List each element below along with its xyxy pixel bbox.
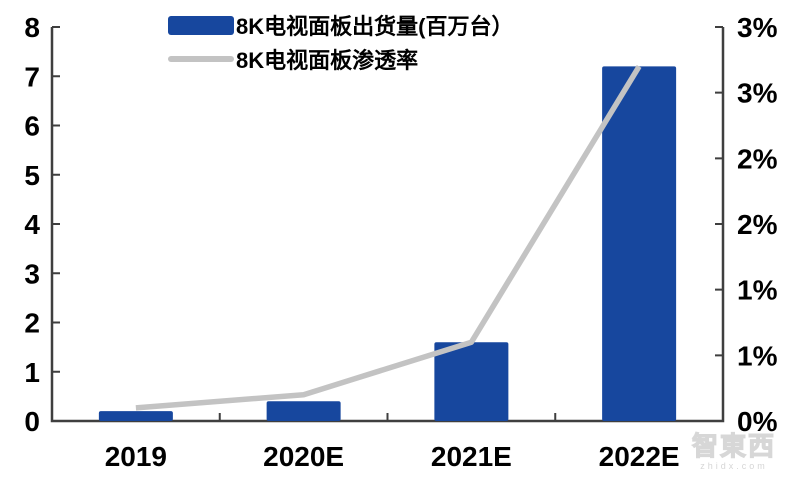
- legend-bar-swatch: [168, 15, 234, 35]
- bar-2019: [98, 411, 173, 421]
- legend-line-swatch: [168, 56, 234, 62]
- left-axis-label: 4: [24, 209, 40, 240]
- left-axis-label: 3: [24, 258, 40, 289]
- x-axis-label: 2020E: [263, 441, 344, 472]
- left-axis-label: 1: [24, 357, 40, 388]
- axis-ticks: [52, 26, 723, 421]
- x-axis-label: 2021E: [431, 441, 512, 472]
- right-axis-label: 3%: [737, 78, 778, 109]
- right-axis-label: 1%: [737, 275, 778, 306]
- right-axis-label: 2%: [737, 209, 778, 240]
- left-axis-label: 8: [24, 12, 40, 43]
- right-axis-label: 3%: [737, 12, 778, 43]
- legend-label-shipments: 8K电视面板出货量(百万台）: [236, 14, 514, 39]
- bar-2022E: [602, 66, 677, 422]
- right-axis-label: 0%: [737, 406, 778, 437]
- right-axis-label: 1%: [737, 340, 778, 371]
- left-axis-label: 5: [24, 160, 40, 191]
- x-axis-label: 2019: [105, 441, 167, 472]
- bar-2021E: [434, 342, 509, 421]
- left-axis-label: 6: [24, 111, 40, 142]
- legend-label-penetration: 8K电视面板渗透率: [236, 48, 419, 73]
- right-axis-label: 2%: [737, 143, 778, 174]
- x-axis-label: 2022E: [599, 441, 680, 472]
- legend-item-shipments: 8K电视面板出货量(百万台）: [168, 8, 513, 42]
- left-axis-label: 7: [24, 61, 40, 92]
- left-axis-label: 2: [24, 308, 40, 339]
- chart-legend: 8K电视面板出货量(百万台） 8K电视面板渗透率: [168, 8, 513, 76]
- bar-2020E: [266, 401, 341, 421]
- legend-item-penetration: 8K电视面板渗透率: [168, 42, 513, 76]
- penetration-line: [135, 64, 642, 411]
- left-axis-label: 0: [24, 406, 40, 437]
